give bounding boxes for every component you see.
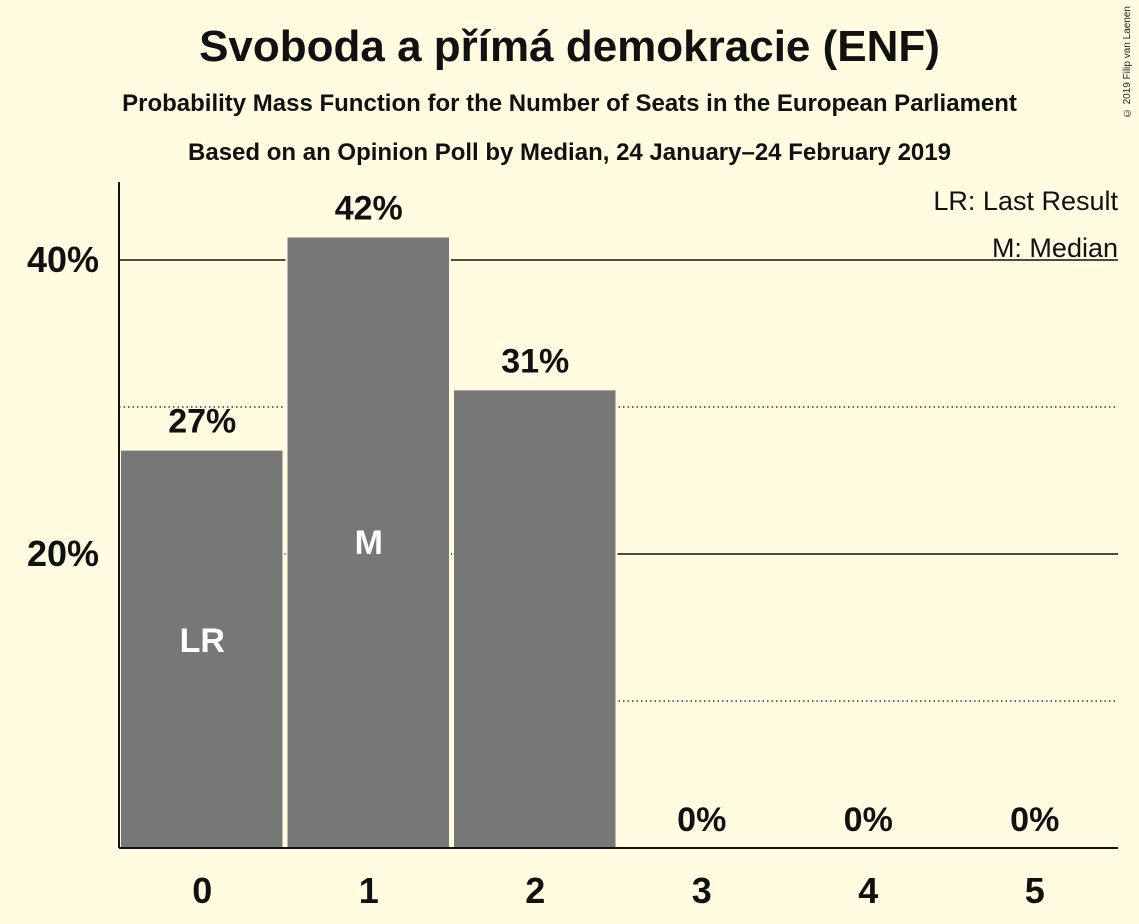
chart-subtitle: Probability Mass Function for the Number… (122, 90, 1017, 117)
x-tick-label-5: 5 (1025, 870, 1045, 911)
legend-last-result: LR: Last Result (933, 186, 1118, 216)
bar-marker-lr: LR (180, 622, 225, 660)
x-tick-label-3: 3 (692, 870, 712, 911)
x-tick-label-0: 0 (192, 870, 212, 911)
y-tick-label-20: 20% (27, 533, 99, 574)
x-tick-label-4: 4 (858, 870, 878, 911)
chart-title: Svoboda a přímá demokracie (ENF) (199, 22, 940, 71)
data-label-2: 31% (501, 342, 569, 380)
bar-0 (119, 448, 285, 849)
data-label-5: 0% (1010, 801, 1059, 839)
data-label-1: 42% (335, 189, 403, 227)
data-label-4: 0% (844, 801, 893, 839)
data-label-3: 0% (677, 801, 726, 839)
x-tick-label-1: 1 (359, 870, 379, 911)
bar-marker-m: M (355, 524, 383, 562)
bar-1 (285, 235, 451, 850)
bar-2 (452, 388, 618, 849)
data-label-0: 27% (168, 403, 236, 441)
chart-source-line: Based on an Opinion Poll by Median, 24 J… (188, 139, 951, 166)
legend-median: M: Median (992, 233, 1118, 263)
y-tick-label-40: 40% (27, 239, 99, 280)
x-tick-label-2: 2 (525, 870, 545, 911)
